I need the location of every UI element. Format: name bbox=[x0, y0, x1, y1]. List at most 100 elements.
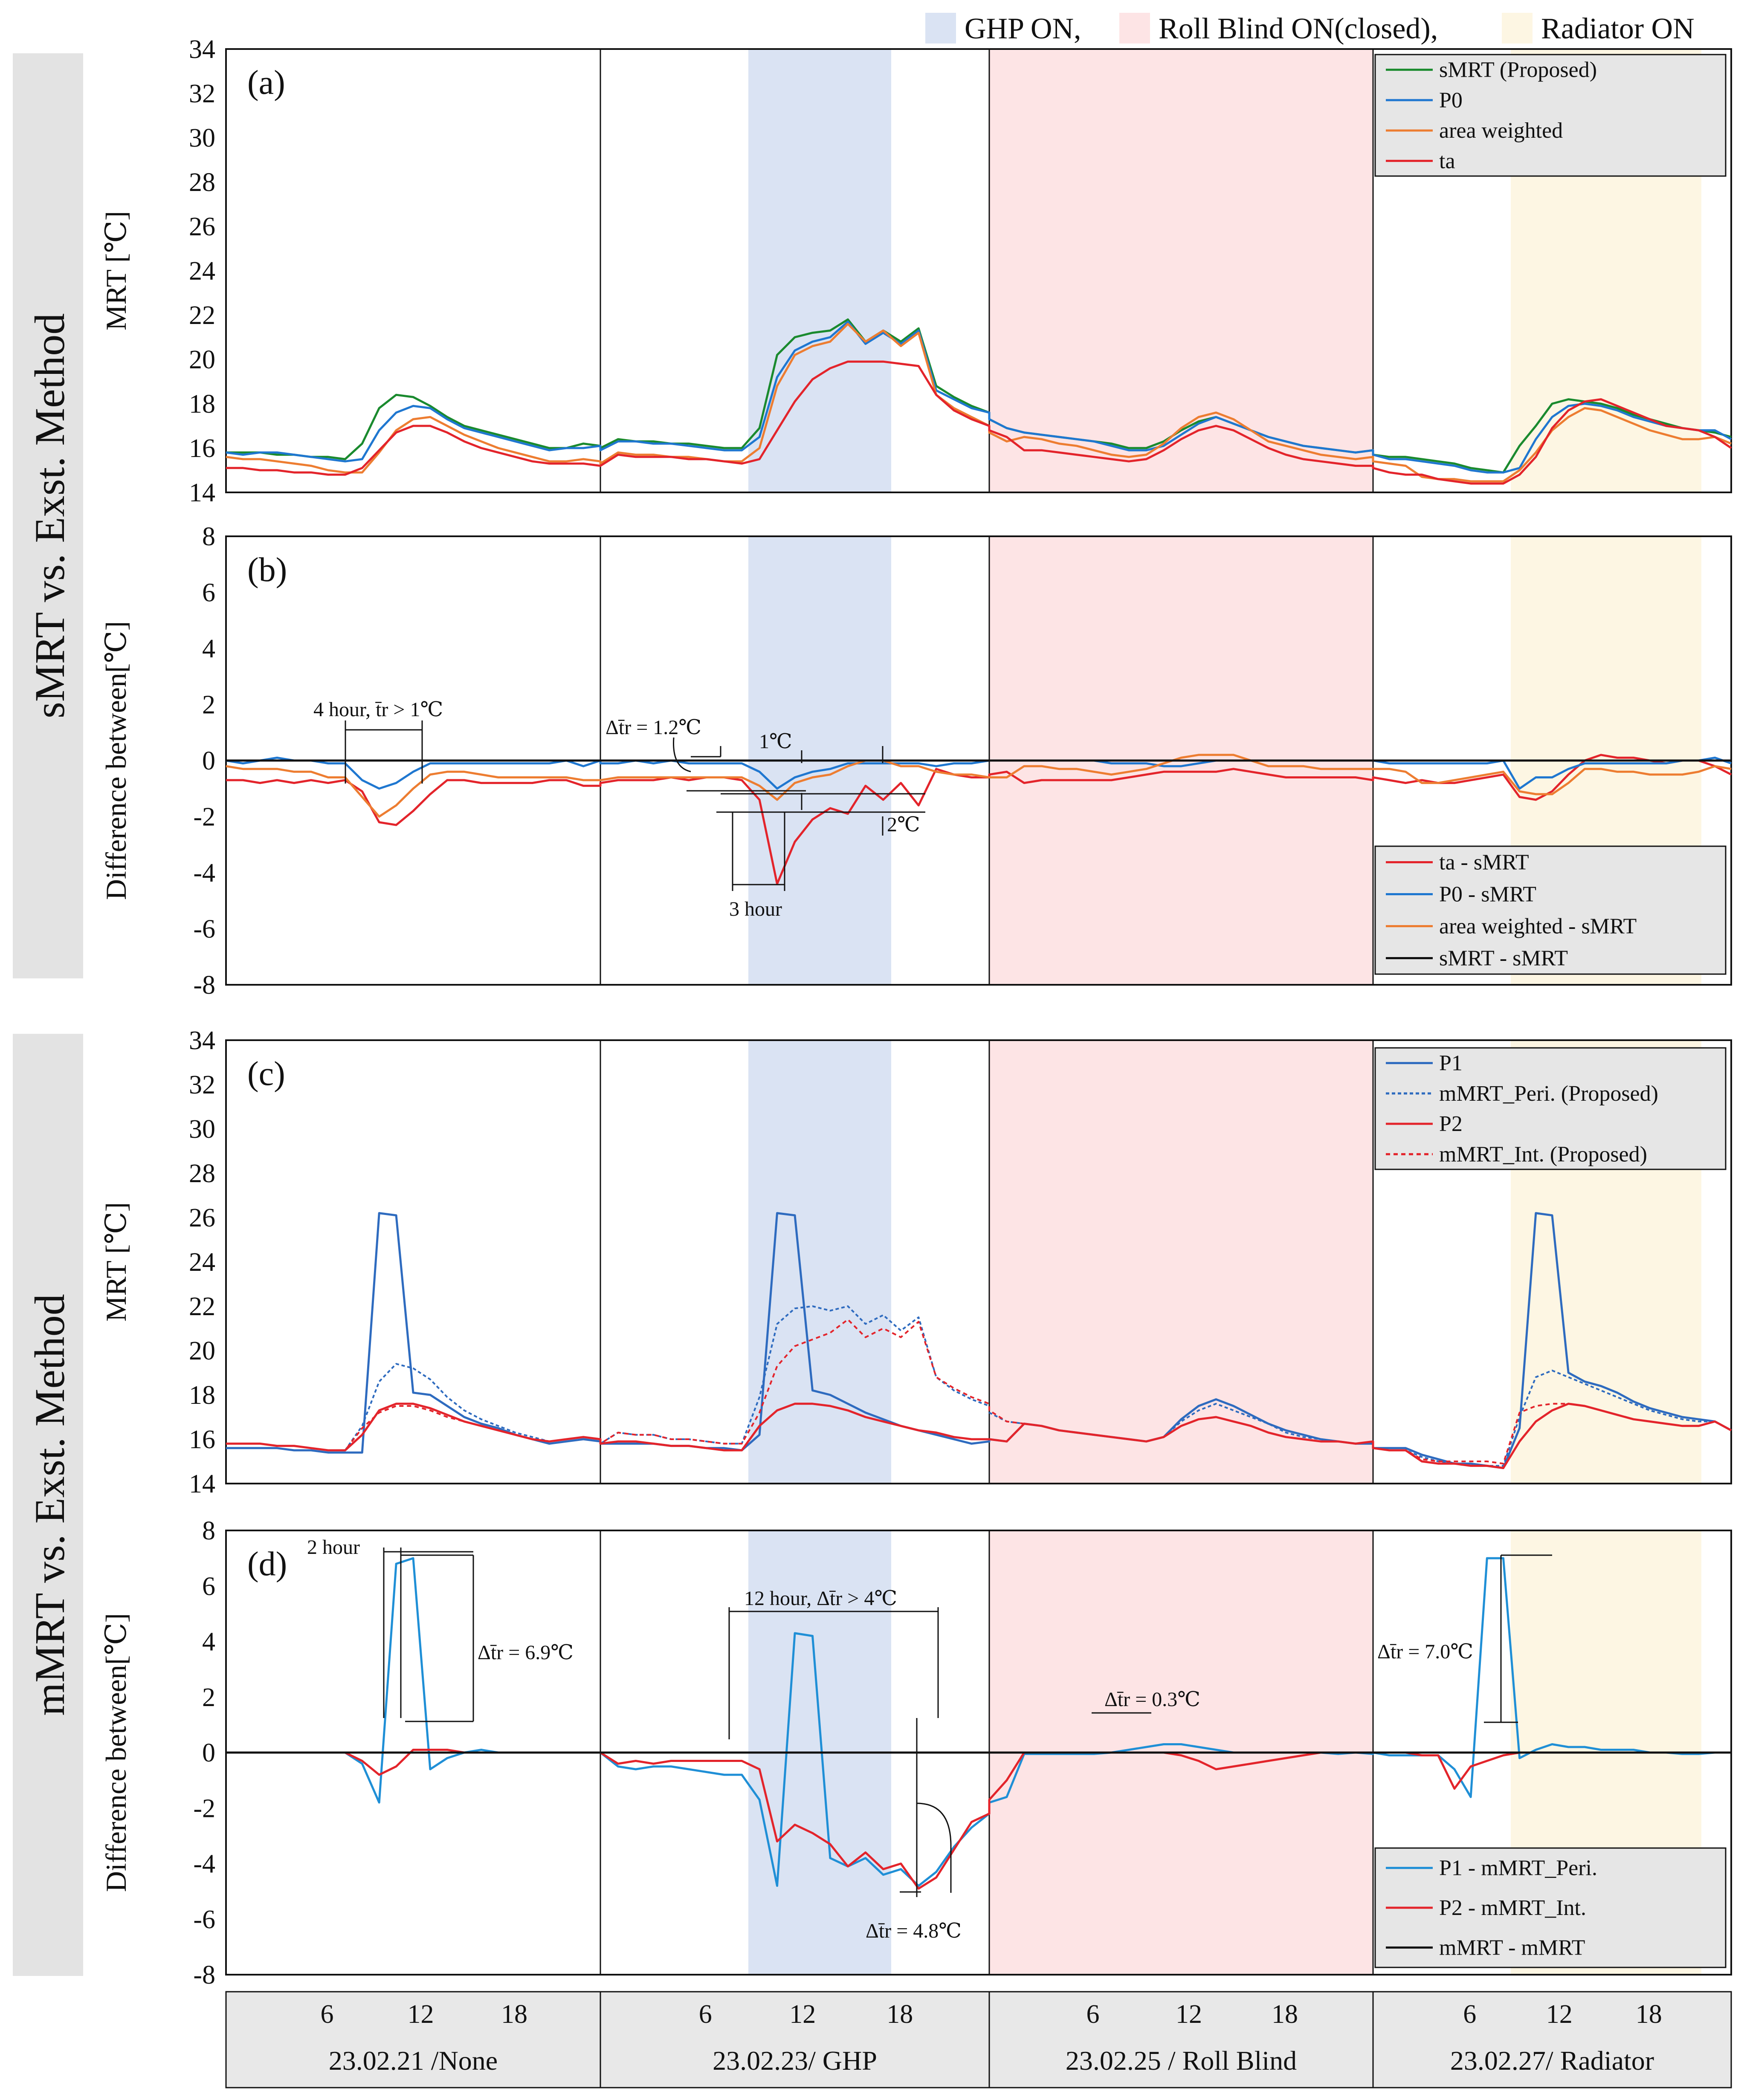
x-hour-tick: 6 bbox=[699, 2000, 712, 2029]
y-tick-label: 30 bbox=[189, 1115, 215, 1144]
y-tick-label: 34 bbox=[189, 35, 215, 64]
legend-box bbox=[1374, 54, 1727, 177]
x-axis-box bbox=[225, 1991, 1732, 2088]
legend-box bbox=[1374, 1847, 1727, 1968]
annotations-b-text: 4 hour, t̄r > 1℃ Δt̄r = 1.2℃ 1℃ 2℃ 3 hou… bbox=[313, 698, 920, 920]
panel-b: 8 6 4 2 0 -2 -4 -6 -8 Difference between[℃] (b) ta … bbox=[100, 522, 1732, 1000]
y-tick-label: 30 bbox=[189, 124, 215, 153]
x-hour-tick: 6 bbox=[321, 2000, 334, 2029]
x-day-label: 23.02.23/ GHP bbox=[713, 2045, 877, 2076]
legend-label: ta bbox=[1439, 149, 1455, 173]
legend-label: P2 bbox=[1439, 1112, 1463, 1136]
y-tick-label: 28 bbox=[189, 1159, 215, 1188]
y-tick-label: -2 bbox=[193, 803, 215, 832]
y-axis-label: Difference between[℃] bbox=[100, 1613, 132, 1892]
y-tick-label: -2 bbox=[193, 1794, 215, 1823]
x-day-label: 23.02.27/ Radiator bbox=[1450, 2045, 1654, 2076]
x-hour-tick: 18 bbox=[1636, 2000, 1662, 2029]
y-tick-label: 24 bbox=[189, 1248, 215, 1277]
series-line bbox=[226, 323, 1732, 483]
annotations-d-text: 2 hour Δt̄r = 6.9℃ 12 hour, Δt̄r > 4℃ Δt… bbox=[307, 1536, 1473, 1942]
annotation-4-hour: 4 hour, t̄r > 1℃ bbox=[313, 698, 443, 721]
legend-box bbox=[1374, 845, 1727, 975]
annotation-2-hour: 2 hour bbox=[307, 1536, 360, 1559]
y-tick-label: -4 bbox=[193, 859, 215, 888]
y-axis-label: Difference between[℃] bbox=[100, 621, 132, 900]
series-line bbox=[226, 321, 1732, 474]
x-hour-tick: 12 bbox=[408, 2000, 434, 2029]
y-tick-label: 20 bbox=[189, 345, 215, 374]
y-tick-label: 4 bbox=[202, 1628, 215, 1657]
annotation-delta-6-9: Δt̄r = 6.9℃ bbox=[478, 1641, 574, 1664]
series-line bbox=[226, 754, 1732, 818]
legend-box bbox=[1374, 1047, 1727, 1170]
legend-label: P0 - sMRT bbox=[1439, 882, 1536, 907]
ghp-on-band bbox=[748, 1040, 891, 1484]
x-hour-tick: 6 bbox=[1463, 2000, 1476, 2029]
annotation-2c: 2℃ bbox=[887, 813, 920, 836]
y-tick-label: 0 bbox=[202, 1738, 215, 1767]
series-line bbox=[226, 756, 1732, 790]
side-label-smrt: sMRT vs. Exst. Method bbox=[26, 313, 73, 719]
y-tick-label: 14 bbox=[189, 478, 215, 507]
annotation-delta-0-3: Δt̄r = 0.3℃ bbox=[1104, 1688, 1200, 1711]
y-tick-label: 26 bbox=[189, 1203, 215, 1232]
legend-label-roll-blind: Roll Blind ON(closed), bbox=[1159, 12, 1438, 45]
x-day-label: 23.02.25 / Roll Blind bbox=[1066, 2045, 1297, 2076]
annotation-3-hour: 3 hour bbox=[729, 898, 782, 920]
y-tick-label: 20 bbox=[189, 1336, 215, 1365]
y-tick-label: 18 bbox=[189, 390, 215, 419]
series-line bbox=[226, 754, 1732, 885]
panel-d: 8 6 4 2 0 -2 -4 -6 -8 Difference between[℃] (d) P1 … bbox=[100, 1516, 1732, 1990]
y-tick-label: 32 bbox=[189, 79, 215, 108]
plot-frame bbox=[225, 48, 1732, 493]
ghp-on-band bbox=[748, 49, 891, 492]
legend-label-ghp: GHP ON, bbox=[965, 12, 1081, 45]
legend-label: mMRT - mMRT bbox=[1439, 1935, 1585, 1960]
x-day-label: 23.02.21 /None bbox=[329, 2045, 498, 2076]
y-tick-label: 28 bbox=[189, 168, 215, 197]
x-hour-tick: 6 bbox=[1086, 2000, 1100, 2029]
series-line bbox=[226, 360, 1732, 485]
annotations-d bbox=[383, 1548, 1552, 1897]
legend-label-radiator: Radiator ON bbox=[1541, 12, 1695, 45]
y-tick-label: 22 bbox=[189, 301, 215, 330]
series-line bbox=[226, 318, 1732, 474]
panel-letter: (d) bbox=[247, 1545, 287, 1583]
x-hour-tick: 18 bbox=[887, 2000, 913, 2029]
legend-label: P1 bbox=[1439, 1051, 1463, 1076]
legend-label: sMRT - sMRT bbox=[1439, 946, 1568, 971]
y-tick-label: 8 bbox=[202, 1516, 215, 1545]
y-tick-label: 26 bbox=[189, 212, 215, 241]
annotation-12-hour: 12 hour, Δt̄r > 4℃ bbox=[744, 1587, 897, 1610]
y-tick-label: 16 bbox=[189, 1425, 215, 1454]
side-label-mmrt: mMRT vs. Exst. Method bbox=[26, 1294, 73, 1715]
y-tick-label: 0 bbox=[202, 746, 215, 775]
y-tick-label: 14 bbox=[189, 1469, 215, 1498]
legend-label: sMRT (Proposed) bbox=[1439, 58, 1597, 82]
series-line bbox=[226, 1212, 1732, 1469]
legend-swatch-roll-blind bbox=[1119, 13, 1150, 43]
legend-label: area weighted - sMRT bbox=[1439, 914, 1637, 939]
series-line bbox=[226, 1319, 1732, 1465]
x-hour-tick: 18 bbox=[501, 2000, 527, 2029]
legend-label: P1 - mMRT_Peri. bbox=[1439, 1856, 1597, 1880]
y-tick-label: 18 bbox=[189, 1381, 215, 1410]
legend-label: mMRT_Peri. (Proposed) bbox=[1439, 1082, 1658, 1106]
y-axis-label: MRT [℃] bbox=[100, 1202, 132, 1322]
y-tick-label: -4 bbox=[193, 1850, 215, 1879]
legend-label: mMRT_Int. (Proposed) bbox=[1439, 1142, 1647, 1166]
y-tick-label: 8 bbox=[202, 522, 215, 551]
legend-label: P2 - mMRT_Int. bbox=[1439, 1896, 1586, 1920]
panel-letter: (a) bbox=[247, 64, 285, 101]
y-tick-label: 2 bbox=[202, 1683, 215, 1712]
annotation-1c: 1℃ bbox=[759, 730, 792, 753]
y-tick-label: 2 bbox=[202, 691, 215, 720]
y-tick-label: -8 bbox=[193, 1961, 215, 1990]
panel-letter: (b) bbox=[247, 551, 287, 589]
annotation-delta-7-0: Δt̄r = 7.0℃ bbox=[1377, 1640, 1473, 1663]
x-hour-tick: 12 bbox=[1176, 2000, 1202, 2029]
